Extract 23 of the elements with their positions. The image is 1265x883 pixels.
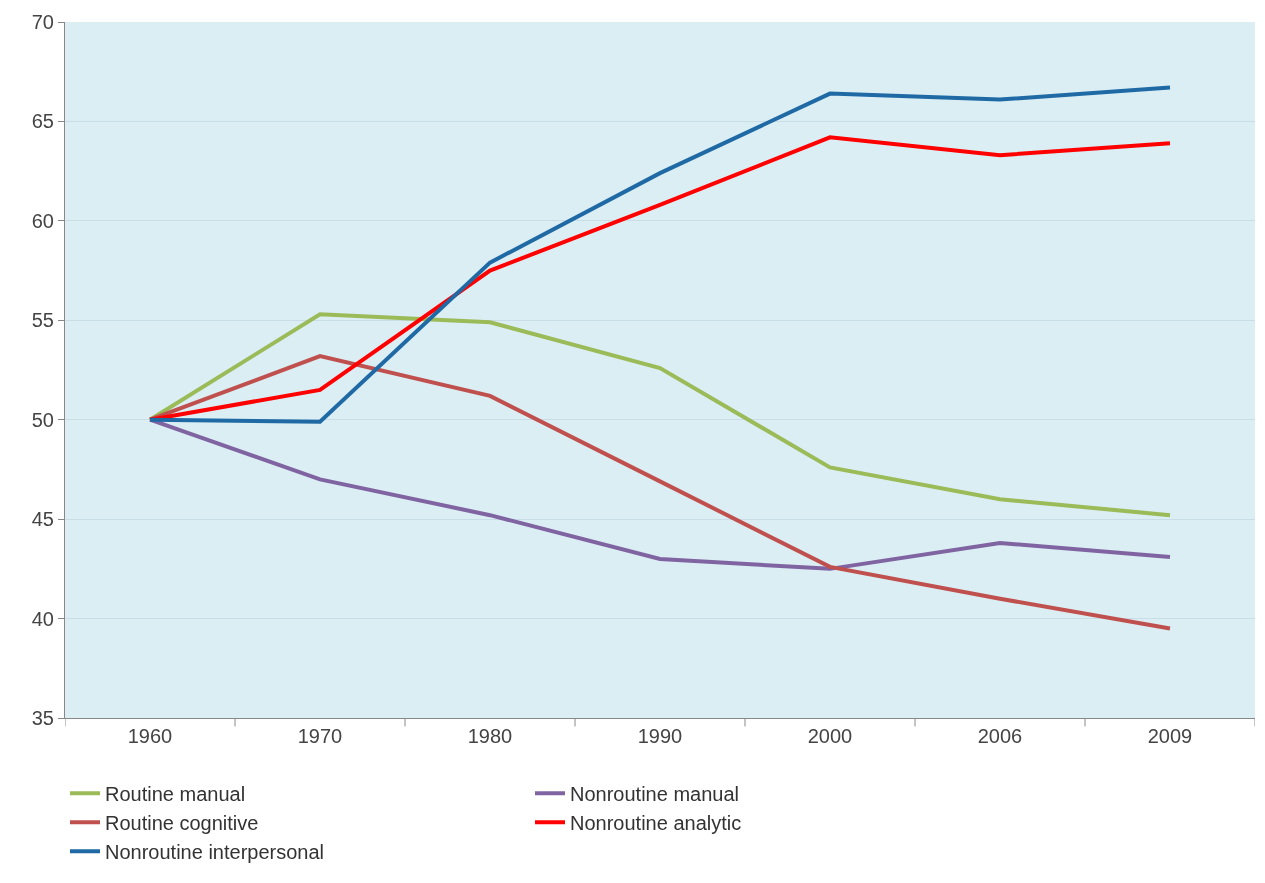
x-tick-label: 1970 xyxy=(297,725,343,747)
legend-label: Nonroutine interpersonal xyxy=(105,840,325,863)
y-tick-label: 70 xyxy=(31,11,54,33)
y-tick-label: 35 xyxy=(31,707,54,729)
x-tick-label: 1980 xyxy=(467,725,513,747)
legend-label: Nonroutine manual xyxy=(570,782,739,805)
y-tick-label: 65 xyxy=(31,110,54,133)
legend-label: Nonroutine analytic xyxy=(570,811,742,834)
x-tick-label: 2006 xyxy=(977,725,1023,747)
x-tick-label: 1960 xyxy=(127,725,173,747)
x-tick-label: 1990 xyxy=(637,725,683,747)
y-tick-label: 40 xyxy=(31,607,54,630)
y-tick-label: 50 xyxy=(31,408,54,431)
line-series xyxy=(148,354,1172,631)
line-series xyxy=(148,85,1172,424)
legend-label: Routine cognitive xyxy=(105,811,259,834)
x-tick-label: 2009 xyxy=(1147,725,1193,747)
y-tick-label: 45 xyxy=(31,508,54,531)
legend-label: Routine manual xyxy=(105,782,246,805)
y-tick-label: 55 xyxy=(31,309,54,332)
x-tick-label: 2000 xyxy=(807,725,853,747)
y-tick-label: 60 xyxy=(31,209,54,232)
line-series xyxy=(148,312,1172,518)
